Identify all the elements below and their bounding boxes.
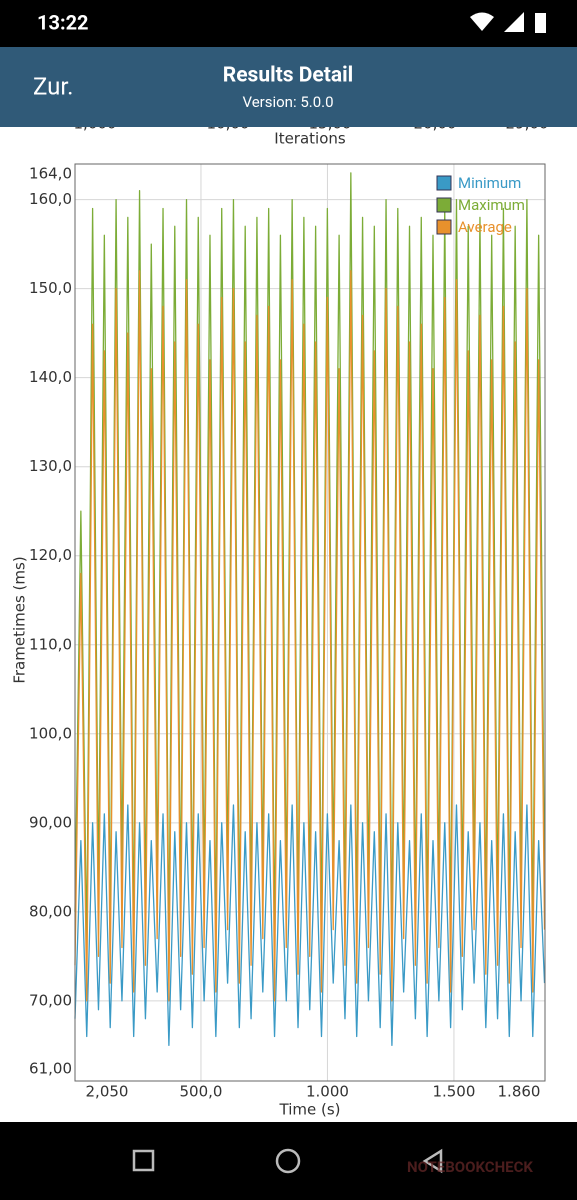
x-tick-label: 1.860 (498, 1083, 541, 1101)
home-button[interactable] (275, 1148, 301, 1174)
x-tick-label: 1.500 (432, 1083, 475, 1101)
series-line (74, 270, 546, 1002)
legend-label: Maximum (458, 196, 525, 214)
y-tick-label: 160,0 (29, 190, 72, 208)
y-tick-label: 100,0 (29, 724, 72, 742)
back-nav-button[interactable] (422, 1148, 443, 1174)
header (0, 47, 577, 127)
header-title: Results Detail (223, 64, 353, 88)
iterations-label: Iterations (274, 130, 346, 148)
y-tick-label: 110,0 (29, 635, 72, 653)
y-tick-label: 61,00 (29, 1060, 72, 1078)
wifi-icon (470, 12, 494, 31)
watermark: NOTEBOOKCHECK (407, 1158, 533, 1176)
y-tick-label: 120,0 (29, 546, 72, 564)
legend-swatch (436, 219, 452, 235)
content: 1,000 10,00 15,00 20,00 29,00 Iterations… (11, 115, 549, 1119)
x-axis-label: Time (s) (279, 1101, 341, 1119)
signal-icon (504, 12, 524, 32)
y-tick-label: 130,0 (29, 457, 72, 475)
legend-swatch (436, 175, 452, 191)
y-tick-label: 150,0 (29, 279, 72, 297)
header-subtitle: Version: 5.0.0 (242, 93, 333, 111)
back-button[interactable]: Zur. (33, 72, 73, 100)
series-line (74, 804, 546, 1047)
y-tick-label: 164,0 (29, 165, 72, 183)
x-tick-label: 1.000 (306, 1083, 349, 1101)
x-tick-label: 500,0 (179, 1083, 222, 1101)
y-tick-label: 70,00 (29, 991, 72, 1009)
recents-button[interactable] (132, 1149, 155, 1172)
x-tick-label: 2,050 (86, 1083, 129, 1101)
battery-icon (535, 13, 546, 33)
legend-swatch (436, 197, 452, 213)
y-tick-label: 90,00 (29, 813, 72, 831)
y-tick-label: 140,0 (29, 368, 72, 386)
y-axis-label: Frametimes (ms) (11, 556, 29, 683)
nav-bar (0, 1122, 577, 1200)
legend-label: Minimum (458, 174, 521, 192)
y-tick-label: 80,00 (29, 902, 72, 920)
legend-label: Average (458, 218, 512, 236)
plot-border (74, 163, 546, 1082)
clock: 13:22 (37, 10, 89, 34)
